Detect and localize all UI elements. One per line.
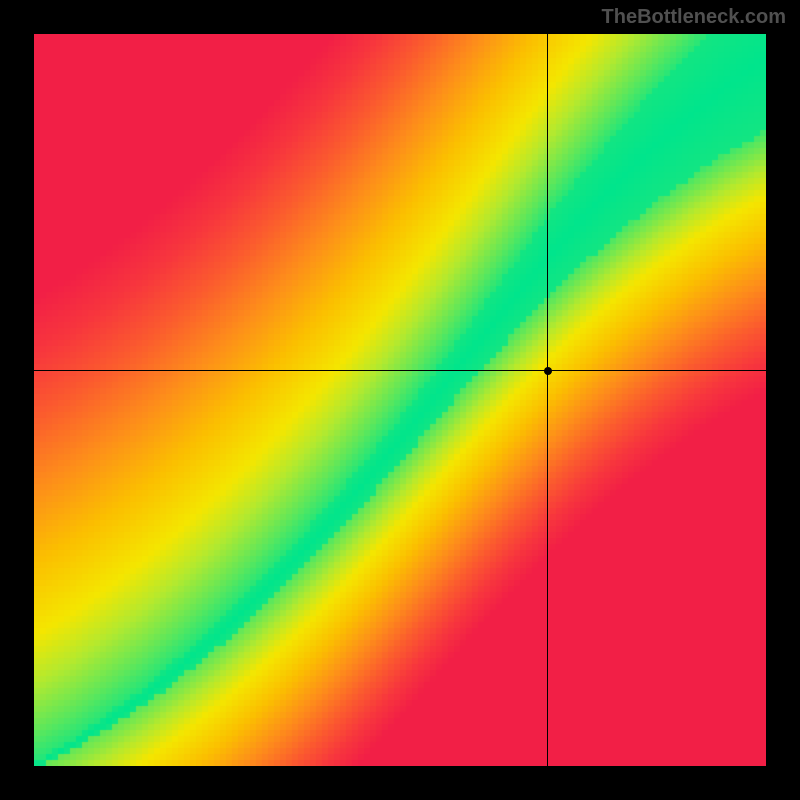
chart-container: TheBottleneck.com: [0, 0, 800, 800]
plot-area: [34, 34, 766, 766]
heatmap-canvas: [34, 34, 766, 766]
watermark-text: TheBottleneck.com: [602, 6, 786, 29]
